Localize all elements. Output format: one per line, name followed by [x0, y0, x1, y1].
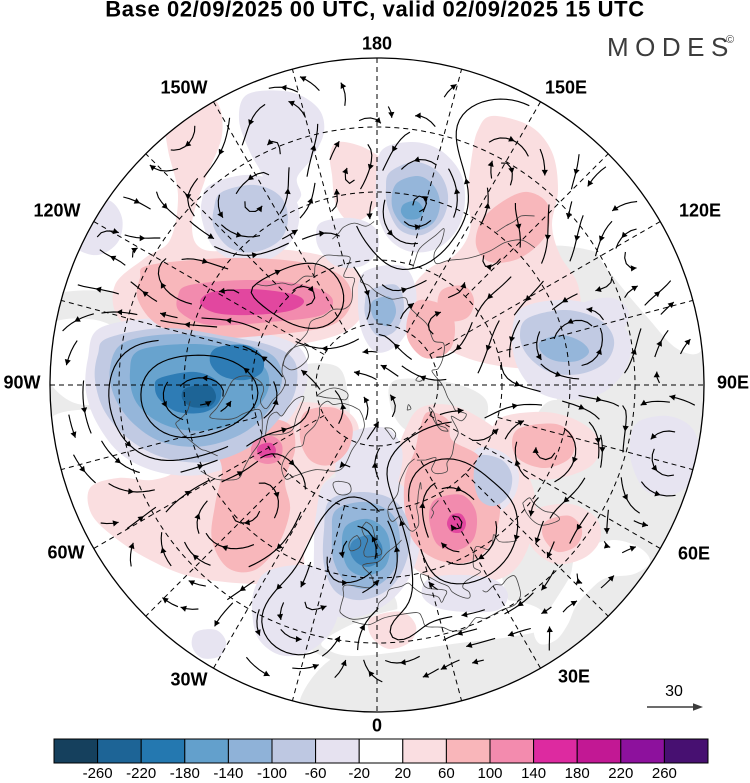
svg-text:20: 20: [394, 765, 411, 782]
svg-text:-100: -100: [257, 765, 287, 782]
svg-text:60: 60: [438, 765, 455, 782]
svg-text:120W: 120W: [33, 200, 80, 220]
svg-text:-180: -180: [170, 765, 200, 782]
svg-text:220: 220: [608, 765, 633, 782]
svg-text:260: 260: [652, 765, 677, 782]
svg-text:©: ©: [726, 34, 734, 46]
svg-text:90E: 90E: [717, 372, 749, 392]
svg-text:-60: -60: [305, 765, 327, 782]
svg-text:30: 30: [665, 683, 683, 700]
svg-text:Base 02/09/2025 00 UTC, valid: Base 02/09/2025 00 UTC, valid 02/09/2025…: [105, 0, 644, 22]
svg-text:-140: -140: [213, 765, 243, 782]
svg-text:30E: 30E: [558, 666, 590, 686]
svg-text:60W: 60W: [47, 542, 84, 562]
svg-text:30W: 30W: [170, 669, 207, 689]
svg-text:150W: 150W: [160, 77, 207, 97]
svg-text:100: 100: [477, 765, 502, 782]
svg-text:90W: 90W: [3, 372, 40, 392]
svg-text:60E: 60E: [678, 543, 710, 563]
svg-text:120E: 120E: [679, 200, 721, 220]
svg-text:-260: -260: [83, 765, 113, 782]
svg-text:150E: 150E: [545, 77, 587, 97]
svg-text:180: 180: [362, 33, 392, 53]
svg-text:0: 0: [372, 715, 382, 735]
svg-text:180: 180: [565, 765, 590, 782]
svg-text:140: 140: [521, 765, 546, 782]
svg-text:MODES: MODES: [607, 32, 735, 62]
svg-text:-20: -20: [348, 765, 370, 782]
svg-text:-220: -220: [126, 765, 156, 782]
